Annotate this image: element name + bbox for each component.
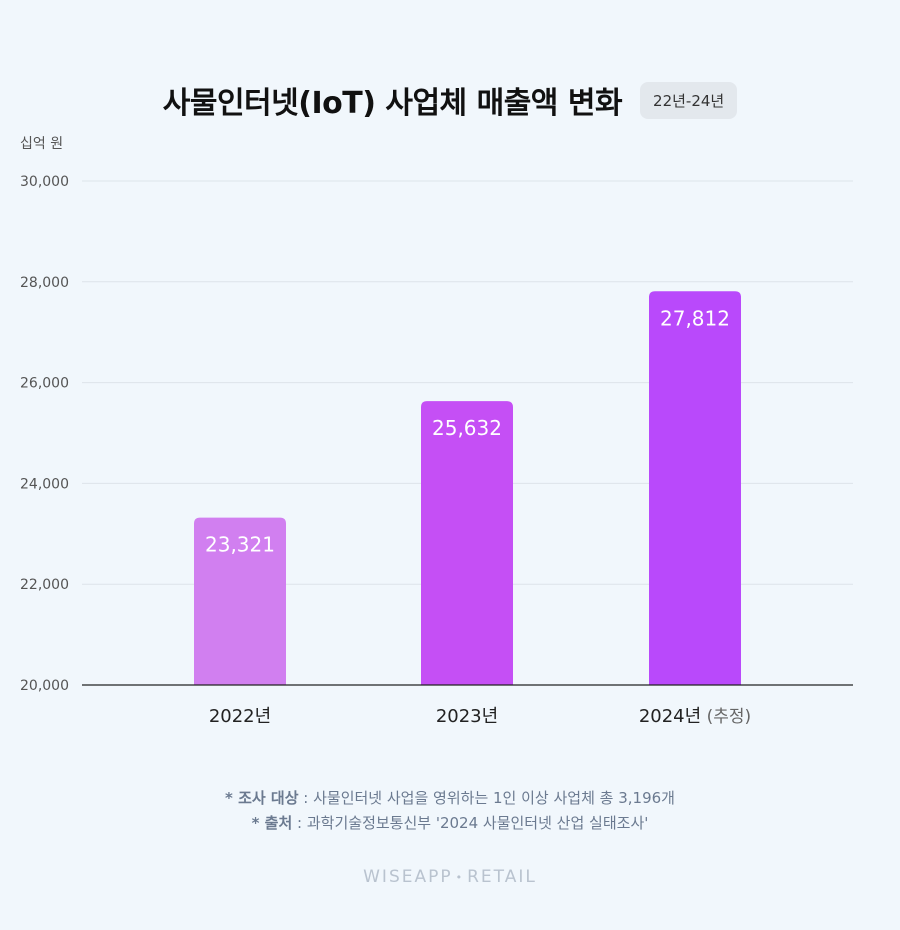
x-tick-label: 2023년	[436, 706, 498, 727]
y-tick-label: 30,000	[20, 174, 69, 190]
bar	[194, 517, 286, 685]
x-tick-label: 2024년 (추정)	[639, 706, 751, 727]
x-tick-label: 2022년	[209, 706, 271, 727]
bar-value-label: 27,812	[660, 306, 730, 330]
bar	[421, 401, 513, 685]
survey-note-key: * 조사 대상	[225, 789, 299, 807]
y-tick-label: 22,000	[20, 577, 69, 593]
bar-chart: 20,000 22,000 24,000 26,000 28,000 30,000 23,3…	[20, 174, 853, 727]
source-note-text: : 과학기술정보통신부 '2024 사물인터넷 산업 실태조사'	[292, 814, 649, 832]
footnotes: * 조사 대상 : 사물인터넷 사업을 영위하는 1인 이상 사업체 총 3,1…	[0, 786, 900, 836]
survey-note-text: : 사물인터넷 사업을 영위하는 1인 이상 사업체 총 3,196개	[298, 789, 675, 807]
bar-value-label: 25,632	[432, 416, 502, 440]
y-tick-label: 26,000	[20, 376, 69, 392]
y-tick-label: 28,000	[20, 275, 69, 291]
bar-value-label: 23,321	[205, 533, 275, 557]
brand-left: WISEAPP	[363, 867, 453, 887]
brand-watermark: WISEAPP • RETAIL	[0, 867, 900, 887]
survey-note: * 조사 대상 : 사물인터넷 사업을 영위하는 1인 이상 사업체 총 3,1…	[0, 786, 900, 811]
source-note: * 출처 : 과학기술정보통신부 '2024 사물인터넷 산업 실태조사'	[0, 811, 900, 836]
title-row: 사물인터넷(IoT) 사업체 매출액 변화 22년-24년	[0, 78, 900, 122]
period-badge: 22년-24년	[640, 81, 738, 119]
brand-separator: •	[455, 870, 465, 884]
bar	[649, 291, 741, 685]
unit-label: 십억 원	[20, 136, 64, 152]
y-tick-label: 24,000	[20, 476, 69, 492]
y-tick-label: 20,000	[20, 678, 69, 694]
chart-title: 사물인터넷(IoT) 사업체 매출액 변화	[162, 86, 623, 121]
source-note-key: * 출처	[251, 814, 293, 832]
brand-right: RETAIL	[467, 867, 537, 887]
